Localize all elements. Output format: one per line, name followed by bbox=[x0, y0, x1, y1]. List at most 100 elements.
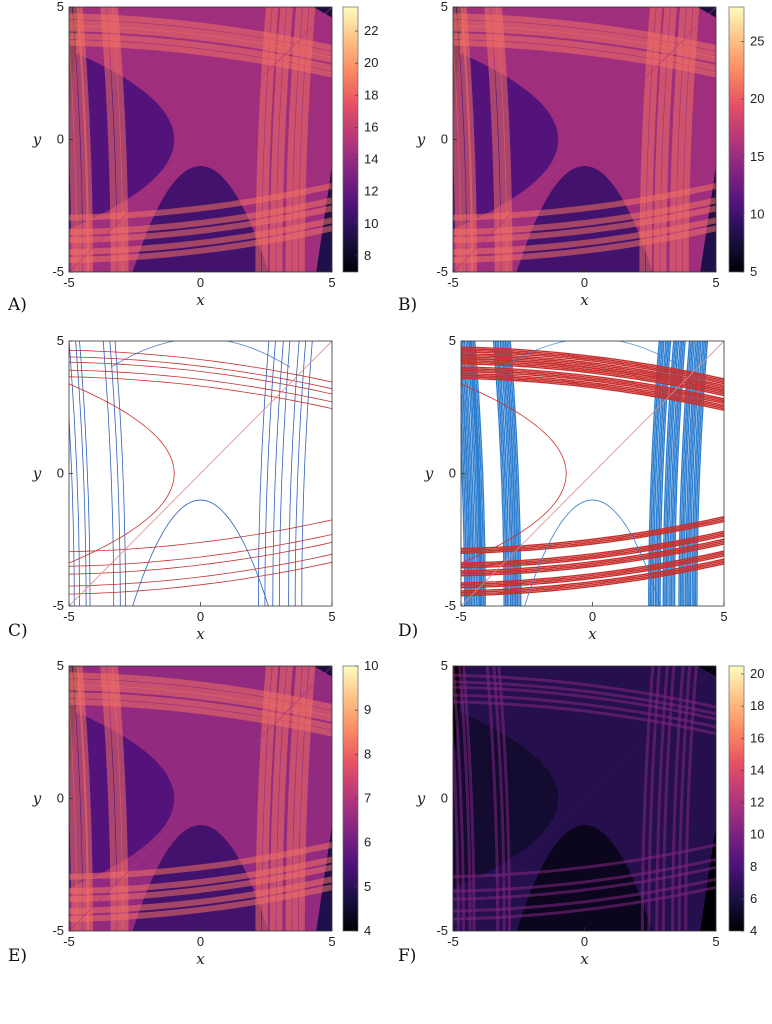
curve-horizontal-family bbox=[461, 348, 724, 382]
panel-C: -5-5 0 0 5 5 x y bbox=[32, 333, 336, 643]
curve-horizontal-family bbox=[461, 563, 724, 597]
x-tick-label: 0 bbox=[589, 609, 596, 624]
curve-vertical-family bbox=[461, 382, 469, 606]
curve-vertical-family bbox=[75, 341, 87, 606]
heatmap-ridge-vertical bbox=[76, 666, 93, 931]
heatmap-ridge-diagonal bbox=[69, 7, 332, 272]
curve-vertical-family bbox=[469, 341, 482, 606]
heatmap-ridge-horizontal bbox=[69, 19, 332, 58]
heatmap-ridge-horizontal bbox=[453, 858, 716, 893]
colorbar-B bbox=[728, 6, 745, 273]
heatmap-ridge-horizontal bbox=[69, 841, 332, 880]
curve-horizontal-family bbox=[461, 371, 724, 405]
heatmap-ridge-vertical bbox=[255, 7, 272, 272]
heatmap-ridge-horizontal bbox=[453, 19, 716, 58]
heatmap-ridge-vertical bbox=[492, 666, 506, 931]
heatmap-ridge-vertical bbox=[645, 7, 663, 272]
heatmap-ridge-horizontal bbox=[453, 843, 716, 879]
heatmap-ridge-vertical bbox=[453, 7, 467, 272]
x-tick-label: 0 bbox=[581, 275, 588, 290]
x-tick-label: 0 bbox=[197, 934, 204, 949]
y-axis-label: y bbox=[424, 465, 434, 483]
heatmap-ridge-horizontal bbox=[69, 856, 332, 895]
curve-vertical-family bbox=[652, 341, 665, 606]
curve-vertical-family bbox=[468, 341, 481, 606]
heatmap-ridge-horizontal bbox=[453, 865, 716, 901]
x-tick-label: -5 bbox=[63, 934, 75, 949]
curve-vertical-family bbox=[466, 341, 479, 606]
heatmap-ridge-horizontal bbox=[453, 693, 716, 729]
curve-horizontal-family bbox=[461, 519, 724, 553]
curve-horizontal-family bbox=[461, 553, 724, 587]
curve-vertical-family bbox=[657, 341, 670, 606]
y-tick-label: 5 bbox=[57, 333, 64, 348]
heatmap-ridge-vertical bbox=[255, 666, 272, 931]
colorbar-tick-label: 22 bbox=[364, 23, 378, 38]
colorbar-tick-label: 14 bbox=[750, 762, 764, 777]
curve-horizontal-family bbox=[461, 377, 724, 411]
colorbar-tick-label: 8 bbox=[364, 746, 371, 761]
x-axis-label: x bbox=[580, 291, 589, 309]
heatmap-ridge-horizontal bbox=[453, 700, 716, 736]
colorbar-tick-label: 12 bbox=[750, 795, 764, 810]
curve-horizontal-family bbox=[69, 561, 332, 595]
curve-horizontal-family bbox=[461, 353, 724, 387]
curve-vertical-family bbox=[264, 341, 276, 606]
plot-area-B bbox=[453, 7, 716, 272]
curve-vertical-family bbox=[109, 341, 121, 606]
heatmap-ridge-vertical bbox=[639, 7, 656, 272]
curve-horizontal-family bbox=[461, 555, 724, 589]
heatmap-ridge-vertical bbox=[640, 666, 655, 931]
y-tick-label: 5 bbox=[57, 0, 64, 14]
curve-lower-parabola bbox=[524, 499, 661, 606]
colorbar-tick-label: 4 bbox=[750, 923, 757, 938]
y-tick-label: -5 bbox=[436, 264, 448, 279]
y-axis-label: y bbox=[416, 790, 426, 808]
heatmap-ridge-horizontal bbox=[69, 182, 332, 221]
heatmap-ridge-horizontal bbox=[453, 39, 716, 78]
curve-vertical-family bbox=[258, 341, 270, 606]
heatmap-ridge-horizontal bbox=[69, 876, 332, 915]
plot-area-A bbox=[69, 7, 332, 272]
curve-horizontal-family bbox=[461, 369, 724, 403]
curve-left-parabola bbox=[461, 383, 567, 564]
x-axis-label: x bbox=[196, 291, 205, 309]
curve-horizontal-family bbox=[461, 535, 724, 569]
y-tick-label: 0 bbox=[57, 132, 64, 147]
x-tick-label: 5 bbox=[328, 934, 335, 949]
curve-horizontal-family bbox=[461, 552, 724, 586]
x-tick-label: -5 bbox=[447, 934, 459, 949]
heatmap-ridge-horizontal bbox=[69, 225, 332, 264]
heatmap-region-corner-br bbox=[316, 166, 332, 272]
y-tick-label: 5 bbox=[57, 658, 64, 673]
y-axis-label: y bbox=[32, 790, 42, 808]
plot-area-F bbox=[453, 666, 716, 931]
colorbar-tick-label: 5 bbox=[750, 264, 757, 279]
heatmap-ridge-horizontal bbox=[453, 13, 716, 52]
curve-horizontal-family bbox=[461, 558, 724, 592]
x-tick-label: 5 bbox=[720, 609, 727, 624]
heatmap-ridge-vertical bbox=[456, 7, 474, 272]
heatmap-ridge-vertical bbox=[655, 666, 669, 931]
x-tick-label: -5 bbox=[455, 609, 467, 624]
heatmap-ridge-vertical bbox=[647, 666, 661, 931]
y-tick-label: 0 bbox=[57, 791, 64, 806]
heatmap-ridge-vertical bbox=[72, 666, 90, 931]
curve-diagonal bbox=[69, 341, 332, 606]
colorbar-tick-label: 6 bbox=[750, 891, 757, 906]
heatmap-ridge-horizontal bbox=[69, 698, 332, 737]
heatmap-ridge-horizontal bbox=[69, 33, 332, 71]
heatmap-ridge-horizontal bbox=[69, 13, 332, 52]
colorbar-tick-label: 18 bbox=[750, 698, 764, 713]
panel-label-D: D) bbox=[398, 621, 418, 641]
colorbar-tick-label: 20 bbox=[750, 91, 764, 106]
heatmap-ridge-horizontal bbox=[453, 217, 716, 256]
curve-horizontal-family bbox=[461, 354, 724, 388]
curve-diagonal bbox=[461, 341, 724, 606]
curve-horizontal-family bbox=[461, 349, 724, 383]
curve-horizontal-family bbox=[461, 540, 724, 574]
x-tick-label: 0 bbox=[197, 609, 204, 624]
colorbar-tick-label: 16 bbox=[750, 730, 764, 745]
x-axis-label: x bbox=[196, 950, 205, 968]
